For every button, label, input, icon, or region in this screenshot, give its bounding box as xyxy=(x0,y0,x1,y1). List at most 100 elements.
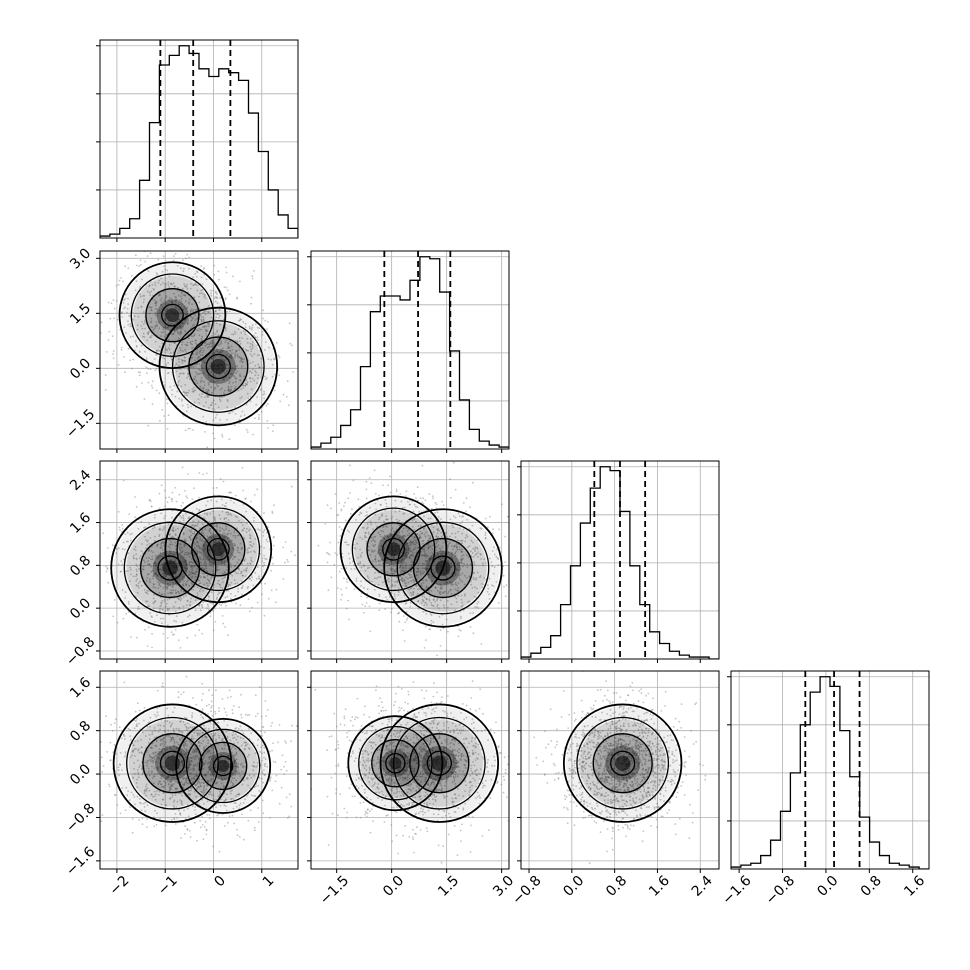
contour-line xyxy=(382,537,405,561)
panel-frame xyxy=(730,670,930,870)
contour-line xyxy=(191,522,246,577)
ytick-label: 0.0 xyxy=(67,595,94,622)
contours xyxy=(112,703,272,823)
grid xyxy=(521,671,719,869)
contour-line xyxy=(412,537,474,599)
xtick-label: −1.5 xyxy=(317,873,352,908)
panel-frame xyxy=(310,250,510,450)
ytick-label: −0.8 xyxy=(63,800,98,835)
histogram-1 xyxy=(311,256,509,449)
density-shading xyxy=(566,706,680,820)
panel-1-1 xyxy=(307,250,510,453)
xtick-label: −2 xyxy=(107,873,133,899)
contour-line xyxy=(206,537,230,561)
ytick-label: 0.8 xyxy=(67,718,94,745)
panel-2-0: −0.8 0.0 0.8 1.6 2.4 xyxy=(63,460,299,669)
histogram-2 xyxy=(521,466,719,659)
ytick-label: −1.6 xyxy=(63,844,98,879)
panel-3-1: −1.5 0.0 1.5 3.0 xyxy=(307,670,517,908)
contour-line xyxy=(110,508,230,628)
panel-2-1 xyxy=(307,460,510,663)
xtick-label: 0.8 xyxy=(858,873,885,900)
contour-line xyxy=(198,741,248,791)
ytick-label: 2.4 xyxy=(67,467,94,494)
contour-line xyxy=(426,750,452,776)
ytick-label: −1.5 xyxy=(63,406,98,441)
contour-line xyxy=(158,306,279,427)
xtick-label: −0.8 xyxy=(763,873,798,908)
contour-line xyxy=(409,733,470,794)
contour-line xyxy=(112,703,233,823)
histogram-0 xyxy=(100,45,298,238)
contours xyxy=(339,495,503,628)
contour-line xyxy=(385,752,406,774)
ytick-label: −0.8 xyxy=(63,634,98,669)
contour-line xyxy=(383,508,503,628)
contour-line xyxy=(610,750,636,776)
contour-line xyxy=(161,303,184,327)
contour-line xyxy=(159,750,186,776)
contours xyxy=(110,495,273,628)
panel-2-2 xyxy=(517,460,720,663)
contour-line xyxy=(430,555,456,581)
histogram-3 xyxy=(731,676,929,869)
panel-frame xyxy=(99,39,299,239)
xtick-label: −0.8 xyxy=(509,873,544,908)
contour-line xyxy=(171,320,265,413)
panel-0-0 xyxy=(96,39,299,242)
contour-line xyxy=(562,703,683,823)
panel-frame xyxy=(99,460,299,660)
contour-line xyxy=(592,733,653,794)
xtick-label: −1.6 xyxy=(719,873,754,908)
contour-line xyxy=(371,739,420,788)
contour-line xyxy=(396,521,490,615)
xtick-label: 0.0 xyxy=(814,873,841,900)
density-shading xyxy=(113,498,270,625)
xtick-label: 1.6 xyxy=(901,873,928,900)
contour-line xyxy=(379,703,500,823)
panel-3-2: −0.8 0.0 0.8 1.6 2.4 xyxy=(509,670,720,908)
ytick-label: 0.8 xyxy=(67,553,94,580)
ytick-label: 0.0 xyxy=(67,356,94,383)
contour-line xyxy=(392,716,486,810)
contour-line xyxy=(126,716,219,810)
panel-3-0: −1.6 −0.8 0.0 0.8 1.6 −2 −1 0 1 xyxy=(63,670,299,899)
panel-frame xyxy=(99,670,299,870)
grid xyxy=(311,671,509,869)
contour-line xyxy=(175,717,272,814)
ytick-label: 1.6 xyxy=(67,510,94,537)
contour-line xyxy=(123,521,217,615)
xtick-label: 1.5 xyxy=(435,873,462,900)
grid xyxy=(100,251,298,449)
grid xyxy=(311,251,509,449)
density-shading xyxy=(350,706,496,820)
xtick-label: 1.6 xyxy=(646,873,673,900)
density-shading xyxy=(115,706,269,820)
scatter-points xyxy=(102,466,298,649)
xtick-label: 0.8 xyxy=(603,873,630,900)
panel-frame xyxy=(310,670,510,870)
panel-frame xyxy=(520,460,720,660)
contour-line xyxy=(351,507,436,592)
panel-frame xyxy=(520,670,720,870)
contour-line xyxy=(347,715,444,812)
contour-line xyxy=(358,725,433,801)
grid xyxy=(100,40,298,238)
contour-line xyxy=(339,495,448,604)
xtick-label: −1 xyxy=(155,873,181,899)
xtick-label: 2.4 xyxy=(689,873,716,900)
contour-line xyxy=(142,733,203,794)
contour-line xyxy=(576,716,670,810)
contour-line xyxy=(176,507,261,592)
panel-1-0: −1.5 0.0 1.5 3.0 xyxy=(63,246,299,453)
contours xyxy=(562,703,683,823)
contour-line xyxy=(185,728,261,804)
ytick-label: 3.0 xyxy=(67,246,94,273)
panel-3-3: −1.6 −0.8 0.0 0.8 1.6 xyxy=(719,670,930,908)
contours xyxy=(118,261,279,427)
contour-line xyxy=(212,755,234,777)
density-shading xyxy=(342,498,500,625)
xtick-label: 0.0 xyxy=(560,873,587,900)
xtick-label: 0 xyxy=(211,873,229,891)
